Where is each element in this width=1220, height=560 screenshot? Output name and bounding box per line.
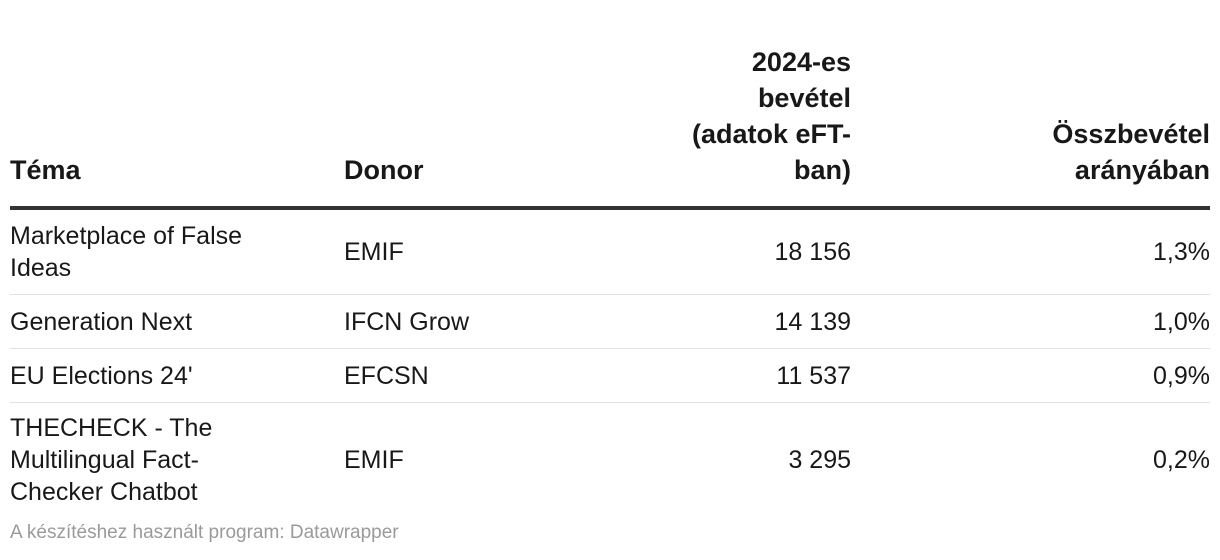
cell-revenue: 18 156: [554, 208, 851, 295]
table-body: Marketplace of False Ideas EMIF 18 156 1…: [10, 208, 1210, 517]
header-ratio[interactable]: Összbevétel arányában: [851, 44, 1210, 210]
cell-tema: THECHECK - The Multilingual Fact-Checker…: [10, 414, 213, 506]
table-header: Téma Donor 2024-es bevétel (adatok eFT-b…: [10, 44, 1210, 210]
header-revenue[interactable]: 2024-es bevétel (adatok eFT-ban): [554, 44, 851, 210]
cell-donor: EFCSN: [344, 348, 554, 403]
cell-ratio: 0,9%: [851, 348, 1210, 403]
cell-donor: IFCN Grow: [344, 294, 554, 349]
cell-revenue: 14 139: [554, 294, 851, 349]
cell-donor: EMIF: [344, 208, 554, 295]
table-row: EU Elections 24' EFCSN 11 537 0,9%: [10, 348, 1210, 403]
cell-tema: Marketplace of False Ideas: [10, 208, 344, 295]
cell-donor: EMIF: [344, 446, 404, 474]
cell-ratio: 1,3%: [851, 208, 1210, 295]
cell-tema: EU Elections 24': [10, 348, 344, 403]
cell-ratio: 0,2%: [1153, 446, 1210, 474]
cell-revenue: 11 537: [554, 348, 851, 403]
header-row: Téma Donor 2024-es bevétel (adatok eFT-b…: [10, 44, 1210, 210]
cell-tema: Generation Next: [10, 294, 344, 349]
cell-revenue: 3 295: [788, 446, 851, 474]
header-tema[interactable]: Téma: [10, 44, 344, 210]
table-row: Generation Next IFCN Grow 14 139 1,0%: [10, 294, 1210, 349]
table-row: THECHECK - The Multilingual Fact-Checker…: [10, 403, 1210, 518]
table-row: Marketplace of False Ideas EMIF 18 156 1…: [10, 208, 1210, 295]
revenue-table: Téma Donor 2024-es bevétel (adatok eFT-b…: [10, 44, 1210, 517]
cell-ratio: 1,0%: [851, 294, 1210, 349]
header-donor[interactable]: Donor: [344, 44, 554, 210]
footer-credit: A készítéshez használt program: Datawrap…: [10, 522, 399, 543]
